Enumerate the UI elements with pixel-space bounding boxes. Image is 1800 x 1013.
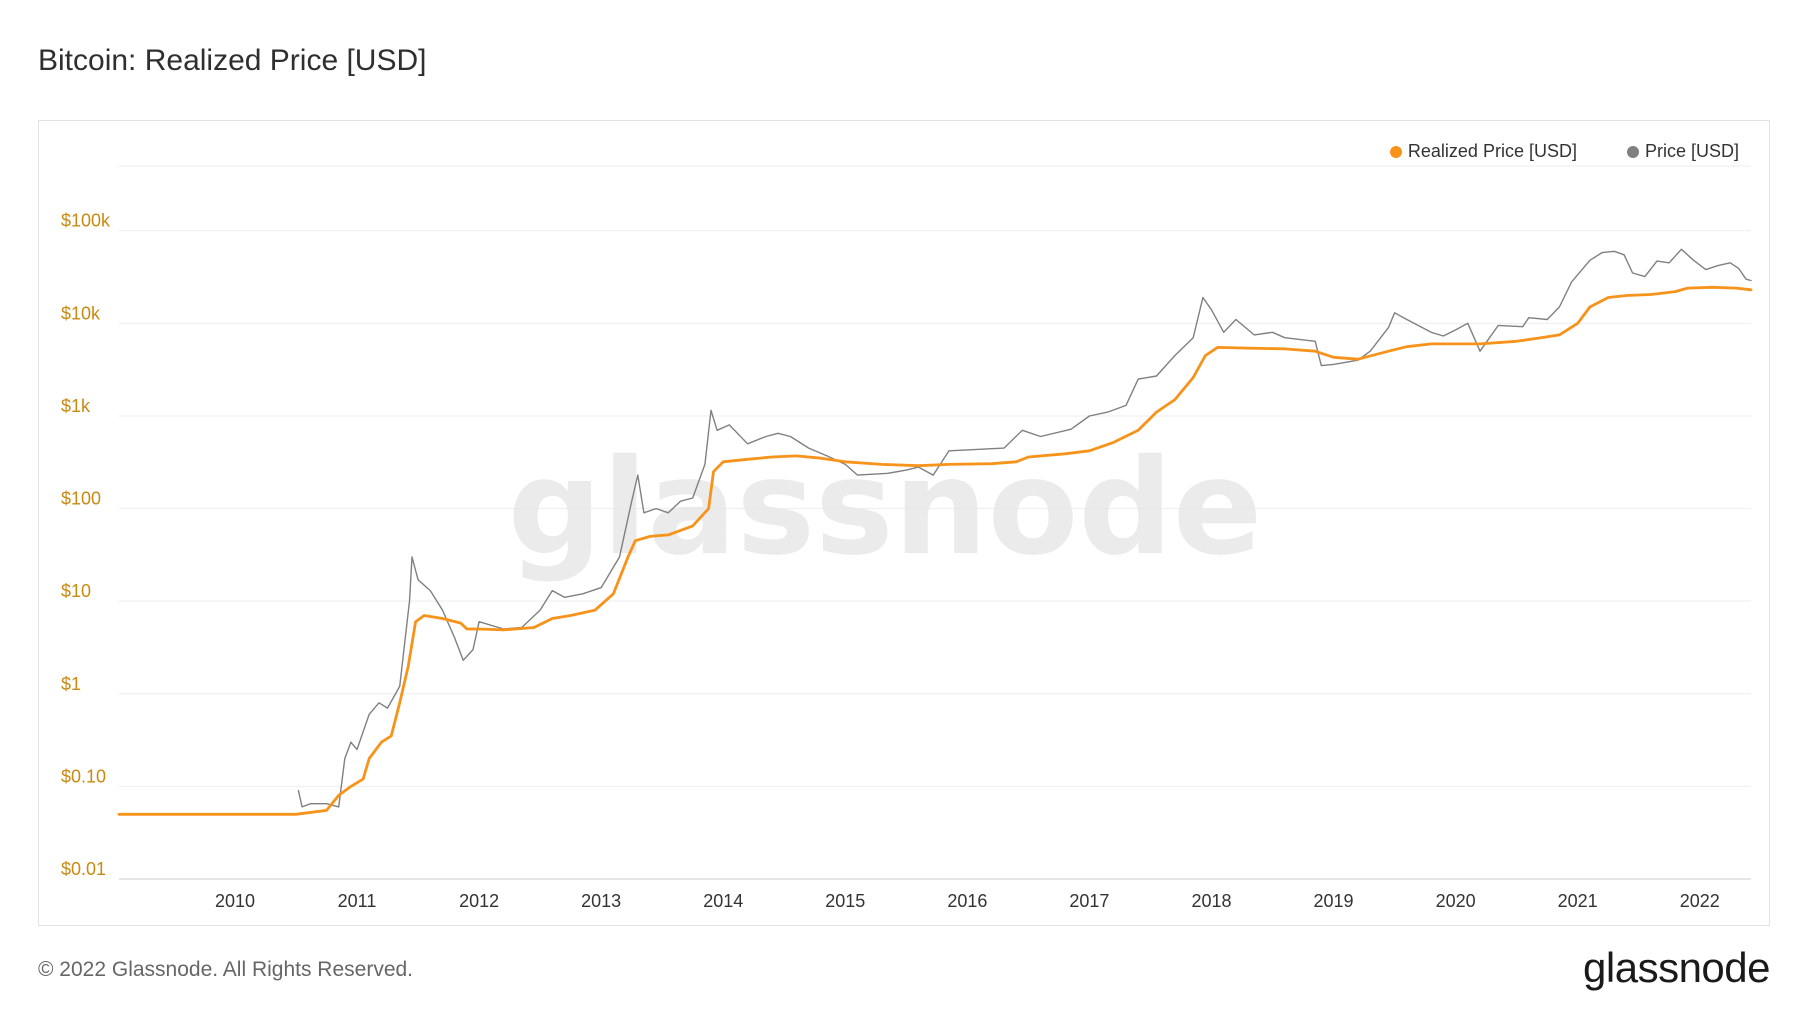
price-dot-icon	[1626, 145, 1639, 158]
chart-panel: $0.01 $0.10 $1 $10 $100 $1k $10k $100k 2010 2011 2…	[38, 120, 1770, 926]
x-tick-label: 2015	[825, 891, 865, 911]
x-tick-label: 2017	[1069, 891, 1109, 911]
x-tick-label: 2012	[459, 891, 499, 911]
x-tick-label: 2022	[1680, 891, 1720, 911]
y-tick-label: $1	[61, 674, 81, 694]
x-tick-label: 2020	[1436, 891, 1476, 911]
y-tick-label: $100k	[61, 211, 111, 231]
y-tick-label: $1k	[61, 396, 91, 416]
x-tick-label: 2021	[1558, 891, 1598, 911]
legend-label-realized-price: Realized Price [USD]	[1407, 141, 1577, 161]
page-title: Bitcoin: Realized Price [USD]	[38, 44, 427, 77]
legend: Realized Price [USD] Price [USD]	[1389, 141, 1739, 162]
realized-price-line	[117, 285, 1753, 816]
chart-svg: $0.01 $0.10 $1 $10 $100 $1k $10k $100k 2010 2011 2…	[61, 165, 1753, 911]
y-tick-label: $10k	[61, 303, 101, 323]
x-tick-label: 2011	[338, 891, 377, 911]
x-tick-label: 2014	[703, 891, 743, 911]
y-tick-label: $10	[61, 581, 91, 601]
price-line	[297, 248, 1752, 808]
legend-item-realized-price[interactable]: Realized Price [USD]	[1389, 141, 1577, 162]
y-tick-label: $0.01	[61, 859, 106, 879]
x-tick-label: 2019	[1314, 891, 1354, 911]
footer-copyright: © 2022 Glassnode. All Rights Reserved.	[38, 958, 414, 981]
x-tick-label: 2013	[581, 891, 621, 911]
y-tick-label: $0.10	[61, 766, 106, 786]
x-tick-label: 2010	[215, 891, 255, 911]
watermark-text: glassnode	[508, 431, 1263, 585]
realized-price-dot-icon	[1389, 145, 1402, 158]
legend-label-price: Price [USD]	[1644, 141, 1739, 161]
legend-item-price[interactable]: Price [USD]	[1626, 141, 1739, 162]
glassnode-logo[interactable]: glassnode	[1583, 944, 1770, 991]
y-tick-label: $100	[61, 489, 101, 509]
x-tick-label: 2018	[1191, 891, 1231, 911]
x-tick-label: 2016	[947, 891, 987, 911]
